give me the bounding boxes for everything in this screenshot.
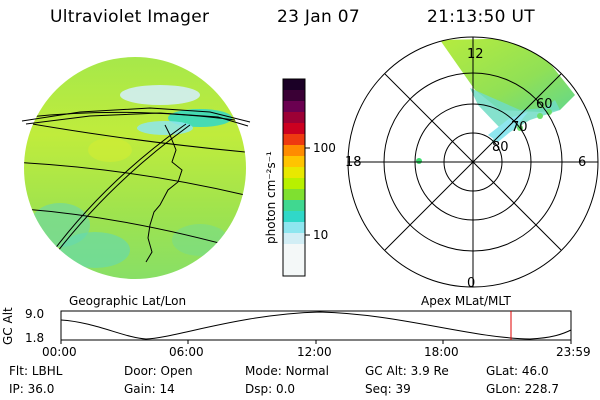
colorbar	[282, 78, 310, 277]
colorbar-tick-100: 100	[313, 141, 336, 155]
instrument-title: Ultraviolet Imager	[50, 7, 210, 27]
geographic-image	[21, 57, 251, 279]
status-glon: GLon: 228.7	[486, 382, 559, 396]
mlt-label-12: 12	[467, 47, 484, 62]
status-door: Door: Open	[124, 364, 193, 378]
mlat-label-80: 80	[492, 140, 509, 155]
status-gc-alt: GC Alt: 3.9 Re	[365, 364, 449, 378]
status-seq: Seq: 39	[365, 382, 411, 396]
altitude-ytick-9: 9.0	[25, 307, 45, 321]
altitude-ylabel: GC Alt	[1, 307, 15, 345]
altitude-xtick-1800: 18:00	[424, 345, 459, 359]
altitude-ytick-1-8: 1.8	[25, 331, 45, 345]
observation-time: 21:13:50 UT	[427, 7, 535, 27]
altitude-xtick-2359: 23:59	[556, 345, 591, 359]
mlt-label-0: 0	[467, 276, 476, 291]
colorbar-unit-label: photon cm⁻²s⁻¹	[264, 151, 278, 244]
geographic-caption: Geographic Lat/Lon	[69, 294, 187, 308]
altitude-xtick-1200: 12:00	[297, 345, 332, 359]
mlt-label-6: 6	[578, 155, 587, 170]
polar-dot	[416, 158, 422, 164]
colorbar-tick-10: 10	[313, 228, 329, 242]
status-dsp: Dsp: 0.0	[245, 382, 296, 396]
apex-caption: Apex MLat/MLT	[421, 294, 511, 308]
altitude-plot	[60, 310, 572, 344]
mlt-label-18: 18	[345, 155, 362, 170]
status-glat: GLat: 46.0	[486, 364, 549, 378]
polar-image	[347, 36, 599, 288]
altitude-xtick-0600: 06:00	[169, 345, 204, 359]
mlat-label-60: 60	[536, 97, 553, 112]
mlat-label-70: 70	[511, 120, 528, 135]
observation-date: 23 Jan 07	[277, 7, 360, 27]
status-gain: Gain: 14	[124, 382, 175, 396]
altitude-xtick-0000: 00:00	[42, 345, 77, 359]
status-flt: Flt: LBHL	[9, 364, 63, 378]
status-ip: IP: 36.0	[9, 382, 55, 396]
status-mode: Mode: Normal	[245, 364, 329, 378]
